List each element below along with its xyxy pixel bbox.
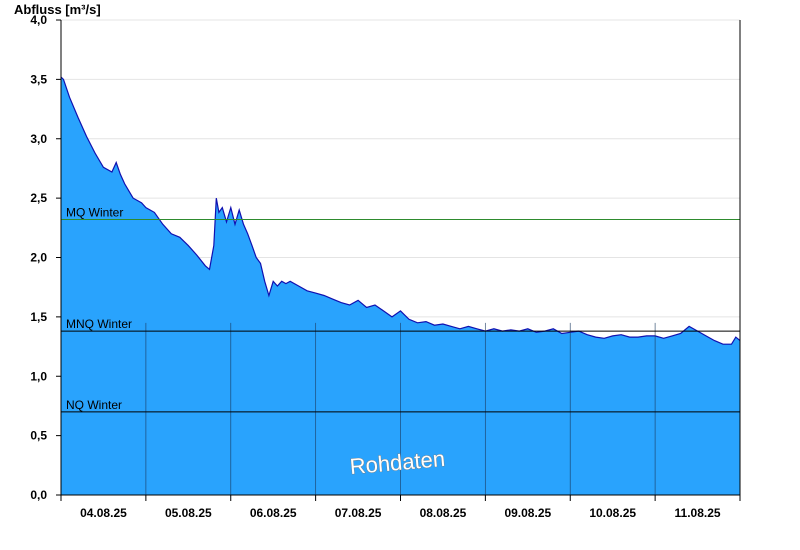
x-tick-label: 05.08.25 bbox=[165, 506, 212, 520]
y-tick-label: 1,5 bbox=[30, 310, 47, 324]
y-tick-label: 3,5 bbox=[30, 72, 47, 86]
reference-line-label: MNQ Winter bbox=[66, 317, 132, 331]
discharge-line bbox=[60, 76, 741, 345]
x-tick-label: 11.08.25 bbox=[675, 506, 721, 520]
x-tick-label: 09.08.25 bbox=[504, 506, 551, 520]
reference-line-label: MQ Winter bbox=[66, 206, 123, 220]
x-tick-label: 06.08.25 bbox=[250, 506, 297, 520]
y-tick-label: 0,0 bbox=[30, 488, 47, 502]
y-tick-label: 4,0 bbox=[30, 13, 47, 27]
x-tick-label: 10.08.25 bbox=[589, 506, 636, 520]
reference-line-label: NQ Winter bbox=[66, 398, 122, 412]
x-tick-label: 07.08.25 bbox=[335, 506, 382, 520]
plot-area: MQ Winter MNQ Winter NQ Winter 0,0 0,5 1,0 1,5… bbox=[30, 13, 741, 520]
y-tick-label: 2,0 bbox=[30, 251, 47, 265]
y-tick-label: 0,5 bbox=[30, 429, 47, 443]
y-tick-label: 3,0 bbox=[30, 132, 47, 146]
y-tick-label: 2,5 bbox=[30, 191, 47, 205]
y-axis-label: Abfluss [m³/s] bbox=[14, 2, 101, 17]
x-tick-label: 08.08.25 bbox=[420, 506, 467, 520]
x-tick-label: 04.08.25 bbox=[80, 506, 127, 520]
y-tick-label: 1,0 bbox=[30, 369, 47, 383]
